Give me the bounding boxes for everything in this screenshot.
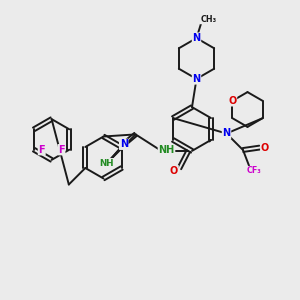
Text: O: O — [170, 166, 178, 176]
Text: CF₃: CF₃ — [247, 167, 262, 176]
Text: N: N — [192, 74, 201, 84]
Text: N: N — [192, 33, 201, 43]
Text: CH₃: CH₃ — [200, 15, 217, 24]
Text: N: N — [222, 128, 231, 139]
Text: NH: NH — [158, 145, 175, 155]
Text: F: F — [38, 145, 45, 155]
Text: O: O — [261, 142, 269, 153]
Text: NH: NH — [100, 159, 114, 168]
Text: O: O — [228, 96, 237, 106]
Text: N: N — [120, 139, 128, 149]
Text: F: F — [58, 145, 65, 155]
